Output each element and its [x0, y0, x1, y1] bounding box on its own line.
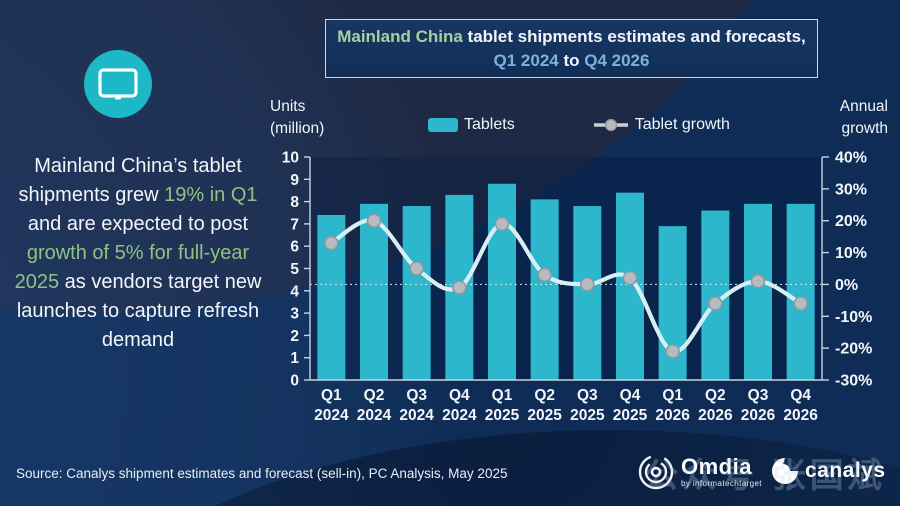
title-line-1: Mainland China tablet shipments estimate… — [337, 25, 806, 49]
svg-text:Q1: Q1 — [321, 387, 342, 404]
svg-text:Q1: Q1 — [662, 387, 683, 404]
right-axis-title-line1: Annual — [839, 98, 888, 115]
svg-text:Q3: Q3 — [406, 387, 427, 404]
svg-text:0: 0 — [290, 373, 299, 390]
source-note: Source: Canalys shipment estimates and f… — [16, 466, 508, 481]
svg-text:2026: 2026 — [741, 407, 776, 424]
svg-text:Q2: Q2 — [364, 387, 385, 404]
summary-segment: as vendors target new launches to captur… — [16, 271, 262, 351]
svg-text:Q3: Q3 — [577, 387, 598, 404]
right-axis-title-line2: growth — [841, 120, 888, 137]
svg-text:6: 6 — [290, 239, 299, 256]
svg-text:2024: 2024 — [357, 407, 392, 424]
omdia-wordmark: Omdia — [681, 454, 752, 479]
svg-text:9: 9 — [290, 172, 299, 189]
shipments-growth-chart: 0 1 2 3 4 5 6 7 8 9 10 -30% -20% -10% 0% 10% 20% 30% 40% Q1… — [282, 150, 873, 425]
line-marker-icon — [593, 118, 628, 132]
svg-text:Q1: Q1 — [492, 387, 513, 404]
brand-row: Omdia by informatechtarget canalys 公众号 张… — [636, 448, 892, 500]
tablet-icon — [98, 68, 138, 100]
svg-text:0%: 0% — [835, 277, 858, 294]
title-range-join: to — [558, 50, 585, 70]
title-region: Mainland China — [337, 26, 463, 46]
svg-text:2024: 2024 — [314, 407, 349, 424]
summary-segment: 19% in Q1 — [164, 184, 258, 206]
title-box: Mainland China tablet shipments estimate… — [325, 19, 818, 78]
svg-text:30%: 30% — [835, 181, 867, 198]
canalys-wordmark: canalys — [805, 459, 886, 482]
canalys-logo: canalys — [770, 456, 886, 486]
svg-text:-20%: -20% — [835, 341, 872, 358]
left-axis-ticks: 0 1 2 3 4 5 6 7 8 9 10 — [282, 150, 310, 390]
left-axis-title-line2: (million) — [270, 120, 325, 137]
svg-text:7: 7 — [290, 216, 299, 233]
summary-segment: Mainland China’s tablet shipments grew — [18, 155, 242, 206]
svg-text:2024: 2024 — [399, 407, 434, 424]
omdia-logo: Omdia by informatechtarget — [636, 452, 762, 492]
tablet-badge — [84, 50, 152, 118]
svg-text:Q4: Q4 — [449, 387, 470, 404]
svg-text:2025: 2025 — [527, 407, 562, 424]
tablet-growth-markers — [324, 213, 808, 359]
omdia-text: Omdia by informatechtarget — [681, 456, 762, 488]
svg-text:-30%: -30% — [835, 373, 872, 390]
svg-text:2024: 2024 — [442, 407, 477, 424]
svg-text:2025: 2025 — [613, 407, 648, 424]
legend-tablet-growth-label: Tablet growth — [634, 116, 730, 133]
legend-tablets-label: Tablets — [464, 116, 515, 133]
svg-text:1: 1 — [290, 350, 299, 367]
svg-text:Q4: Q4 — [620, 387, 641, 404]
summary-segment: and are expected to post — [27, 213, 249, 235]
canalys-logo-icon — [772, 458, 798, 484]
title-rest: tablet shipments estimates and forecasts… — [462, 26, 806, 46]
summary-text: Mainland China’s tablet shipments grew 1… — [8, 152, 268, 355]
svg-text:2026: 2026 — [655, 407, 690, 424]
svg-text:Q2: Q2 — [534, 387, 555, 404]
svg-text:10: 10 — [282, 150, 299, 167]
svg-text:2026: 2026 — [783, 407, 818, 424]
legend-item-tablets: Tablets — [428, 116, 515, 134]
legend-item-tablet-growth: Tablet growth — [593, 116, 730, 134]
omdia-logo-icon — [638, 454, 674, 490]
summary-segment: growth of 5% for full-year 2025 — [14, 242, 250, 293]
left-axis-title-line1: Units — [270, 98, 306, 115]
title-line-2: Q1 2024 to Q4 2026 — [494, 49, 650, 73]
svg-text:3: 3 — [290, 306, 299, 323]
svg-text:2026: 2026 — [698, 407, 733, 424]
chart-legend: Tablets Tablet growth — [428, 116, 730, 134]
left-axis-title: Units (million) — [270, 96, 324, 140]
svg-text:10%: 10% — [835, 245, 867, 262]
svg-text:Q4: Q4 — [790, 387, 811, 404]
right-axis-ticks: -30% -20% -10% 0% 10% 20% 30% 40% — [822, 150, 872, 390]
svg-text:2: 2 — [290, 328, 299, 345]
svg-text:Q2: Q2 — [705, 387, 726, 404]
svg-text:2025: 2025 — [570, 407, 605, 424]
right-axis-title: Annual growth — [794, 96, 888, 140]
title-range-start: Q1 2024 — [493, 50, 559, 70]
title-range-end: Q4 2026 — [584, 50, 650, 70]
omdia-tagline: by informatechtarget — [681, 479, 762, 488]
svg-text:40%: 40% — [835, 150, 867, 167]
x-axis-labels: Q1 2024 Q2 2024 Q3 2024 Q4 2024 Q1 2025 Q2 2025 Q3 20… — [314, 387, 818, 424]
svg-text:2025: 2025 — [485, 407, 520, 424]
svg-text:4: 4 — [290, 283, 299, 300]
tablets-swatch-icon — [428, 118, 458, 132]
svg-text:5: 5 — [290, 261, 299, 278]
svg-text:-10%: -10% — [835, 309, 872, 326]
svg-text:20%: 20% — [835, 213, 867, 230]
svg-text:8: 8 — [290, 194, 299, 211]
svg-text:Q3: Q3 — [748, 387, 769, 404]
plot-background — [310, 157, 822, 380]
